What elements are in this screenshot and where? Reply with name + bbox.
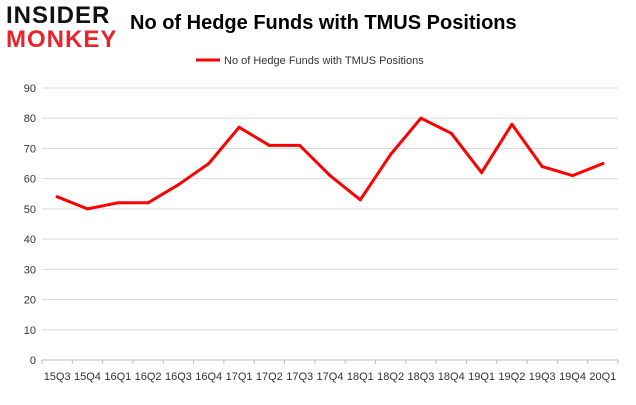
- data-point: [298, 143, 302, 147]
- x-tick-label: 19Q2: [498, 371, 525, 383]
- legend-label: No of Hedge Funds with TMUS Positions: [224, 55, 424, 67]
- x-tick-label: 18Q3: [407, 371, 434, 383]
- x-tick-label: 15Q3: [44, 371, 71, 383]
- data-point: [237, 125, 241, 129]
- x-tick-label: 17Q1: [226, 371, 253, 383]
- x-tick-label: 15Q4: [74, 371, 101, 383]
- data-point: [571, 174, 575, 178]
- data-point: [55, 195, 59, 199]
- data-point: [419, 116, 423, 120]
- x-tick-label: 17Q2: [256, 371, 283, 383]
- data-point: [449, 131, 453, 135]
- data-point: [328, 174, 332, 178]
- series-line: [55, 116, 605, 211]
- y-tick-label: 40: [24, 234, 36, 246]
- data-point: [267, 143, 271, 147]
- data-point: [85, 207, 89, 211]
- x-tick-label: 16Q2: [135, 371, 162, 383]
- data-point: [358, 198, 362, 202]
- x-tick-label: 16Q3: [165, 371, 192, 383]
- x-axis-ticks: 15Q3 15Q4 16Q1 16Q2 16Q3 16Q4 17Q1 17Q2 17Q3 17Q4…: [41, 360, 619, 383]
- x-tick-label: 19Q1: [468, 371, 495, 383]
- x-tick-label: 20Q1: [589, 371, 616, 383]
- x-tick-label: 18Q4: [438, 371, 465, 383]
- chart-title: No of Hedge Funds with TMUS Positions: [130, 12, 517, 34]
- data-point: [116, 201, 120, 205]
- y-axis-ticks: 0 10 20 30 40 50 60 70 80 90: [24, 83, 36, 367]
- insider-monkey-logo: INSIDER MONKEY: [6, 4, 116, 52]
- data-point: [601, 162, 605, 166]
- x-tick-label: 16Q4: [195, 371, 222, 383]
- y-tick-label: 50: [24, 204, 36, 216]
- y-tick-label: 70: [24, 143, 36, 155]
- data-point: [207, 162, 211, 166]
- series-layer: [55, 116, 605, 211]
- data-point: [389, 152, 393, 156]
- y-tick-label: 80: [24, 113, 36, 125]
- legend: No of Hedge Funds with TMUS Positions: [196, 55, 424, 67]
- y-tick-label: 30: [24, 264, 36, 276]
- x-tick-label: 16Q1: [104, 371, 131, 383]
- data-point: [176, 183, 180, 187]
- y-tick-label: 10: [24, 325, 36, 337]
- data-point: [540, 165, 544, 169]
- data-point: [510, 122, 514, 126]
- gridlines: [42, 87, 618, 361]
- y-tick-label: 60: [24, 174, 36, 186]
- x-tick-label: 19Q4: [559, 371, 586, 383]
- y-tick-label: 90: [24, 83, 36, 95]
- x-tick-label: 17Q3: [286, 371, 313, 383]
- data-point: [480, 171, 484, 175]
- x-tick-label: 18Q2: [377, 371, 404, 383]
- data-point: [146, 201, 150, 205]
- x-tick-label: 19Q3: [529, 371, 556, 383]
- logo-line2: MONKEY: [6, 26, 118, 53]
- x-tick-label: 18Q1: [347, 371, 374, 383]
- x-tick-label: 17Q4: [317, 371, 344, 383]
- y-tick-label: 0: [30, 355, 36, 367]
- logo-line1: INSIDER: [6, 2, 111, 29]
- y-tick-label: 20: [24, 295, 36, 307]
